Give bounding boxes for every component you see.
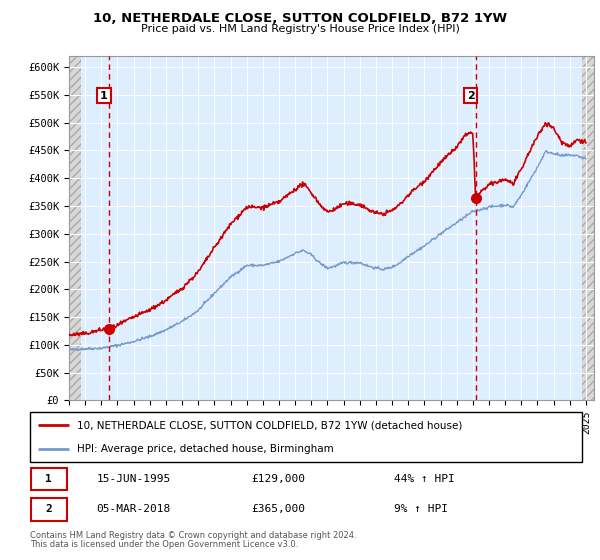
Text: 1: 1	[46, 474, 52, 484]
Text: 10, NETHERDALE CLOSE, SUTTON COLDFIELD, B72 1YW (detached house): 10, NETHERDALE CLOSE, SUTTON COLDFIELD, …	[77, 420, 462, 430]
Bar	[69, 56, 81, 400]
Bar	[582, 56, 594, 400]
FancyBboxPatch shape	[31, 468, 67, 490]
Text: This data is licensed under the Open Government Licence v3.0.: This data is licensed under the Open Gov…	[30, 540, 298, 549]
Text: 2: 2	[467, 91, 475, 101]
Text: 10, NETHERDALE CLOSE, SUTTON COLDFIELD, B72 1YW: 10, NETHERDALE CLOSE, SUTTON COLDFIELD, …	[93, 12, 507, 25]
Text: 2: 2	[46, 505, 52, 515]
FancyBboxPatch shape	[31, 498, 67, 521]
Text: HPI: Average price, detached house, Birmingham: HPI: Average price, detached house, Birm…	[77, 445, 334, 454]
Text: 05-MAR-2018: 05-MAR-2018	[96, 505, 170, 515]
Text: 44% ↑ HPI: 44% ↑ HPI	[394, 474, 455, 484]
Text: Price paid vs. HM Land Registry's House Price Index (HPI): Price paid vs. HM Land Registry's House …	[140, 24, 460, 34]
Text: 9% ↑ HPI: 9% ↑ HPI	[394, 505, 448, 515]
Text: 1: 1	[100, 91, 108, 101]
Text: 15-JUN-1995: 15-JUN-1995	[96, 474, 170, 484]
Text: Contains HM Land Registry data © Crown copyright and database right 2024.: Contains HM Land Registry data © Crown c…	[30, 531, 356, 540]
FancyBboxPatch shape	[30, 412, 582, 462]
Text: £129,000: £129,000	[251, 474, 305, 484]
Text: £365,000: £365,000	[251, 505, 305, 515]
